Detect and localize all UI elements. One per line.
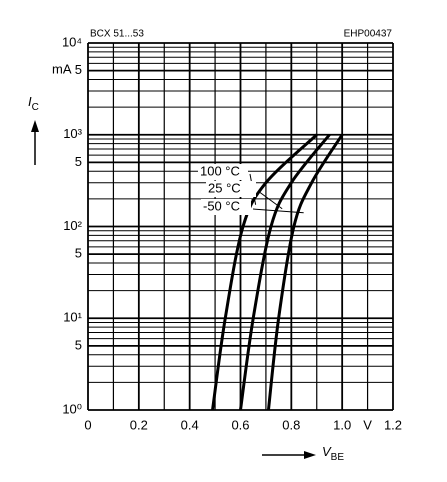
x-tick-label: 0.6	[231, 417, 249, 432]
curve	[266, 133, 344, 411]
x-label-sub: BE	[331, 452, 345, 463]
chart-title: BCX 51...53	[90, 29, 144, 40]
y-tick-label: 10⁴	[62, 34, 82, 49]
legend-bg	[198, 164, 248, 180]
x-tick-label: 1.0	[333, 417, 351, 432]
y-unit: mA	[52, 61, 72, 76]
chart-code: EHP00437	[344, 29, 393, 40]
y-tick-label: 5	[75, 154, 82, 169]
y-arrow-head	[31, 120, 39, 132]
curve	[239, 133, 331, 411]
x-arrow-head	[304, 451, 316, 459]
y-tick-label: 10²	[63, 218, 82, 233]
x-tick-label: 0.8	[282, 417, 300, 432]
legend-bg	[206, 181, 256, 197]
legend-label: 100 °C	[200, 163, 240, 178]
x-axis-label: VBE	[322, 444, 344, 462]
x-unit: V	[363, 417, 372, 432]
x-label-main: V	[322, 444, 332, 459]
x-tick-label: 0.2	[130, 417, 148, 432]
y-tick-label: 5	[75, 337, 82, 352]
y-tick-label: 10⁰	[62, 401, 82, 416]
leader-line	[257, 190, 283, 210]
y-tick-label: 5	[75, 62, 82, 77]
legend-bg	[201, 199, 251, 215]
y-label-main: I	[28, 94, 32, 109]
legend-label: 25 °C	[208, 180, 241, 195]
x-tick-label: 0.4	[181, 417, 199, 432]
curve	[211, 133, 318, 411]
leader-line	[252, 208, 304, 214]
legend-label: -50 °C	[203, 198, 240, 213]
y-axis-label: IC	[28, 94, 39, 112]
x-tick-label: 0	[84, 417, 91, 432]
y-tick-label: 10³	[63, 126, 82, 141]
y-tick-label: 10¹	[63, 310, 82, 325]
y-tick-label: 5	[75, 246, 82, 261]
x-tick-label: 1.2	[384, 417, 402, 432]
y-label-sub: C	[32, 102, 39, 113]
